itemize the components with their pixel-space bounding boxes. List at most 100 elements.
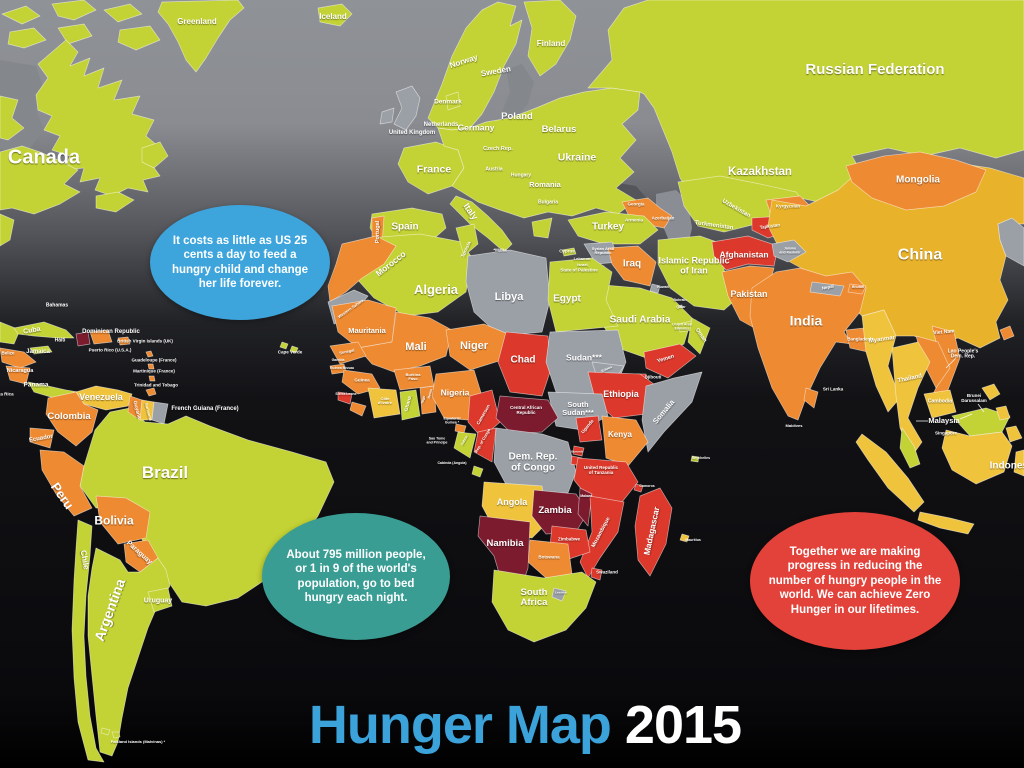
country-label: Tajikistan	[759, 222, 781, 231]
shape-afghanistan	[711, 235, 779, 271]
shape-south-africa	[491, 569, 597, 643]
shape-guatemala-honduras	[0, 347, 37, 369]
shape-jammu-kashmir	[771, 239, 807, 263]
shape-sulawesi	[1013, 449, 1024, 477]
country-label: Uruguay	[143, 597, 173, 605]
shape-ghana	[399, 389, 421, 421]
country-label: Morocco	[373, 248, 408, 279]
country-label: Finland	[536, 38, 566, 48]
country-label: Ecuador	[28, 433, 54, 444]
country-label: Ukraine	[557, 151, 597, 164]
country-label: Niger	[459, 340, 489, 353]
country-label: United Republic of Tanzania	[583, 465, 619, 475]
shape-uganda	[575, 415, 603, 443]
shape-french-guiana	[151, 401, 169, 425]
shape-swaziland	[590, 567, 603, 581]
shape-argentina	[87, 547, 171, 757]
country-label: Poland	[501, 110, 533, 122]
shape-central-african-republic	[495, 395, 559, 435]
shape-central-europe	[437, 87, 641, 219]
country-label: Sri Lanka	[822, 386, 844, 392]
shape-nepal	[809, 281, 845, 297]
country-label: Brazil	[141, 462, 189, 482]
country-label: Denmark	[434, 98, 462, 106]
country-label: Cuba	[22, 325, 42, 336]
shape-congo	[473, 427, 497, 463]
shape-canada-maritimes	[95, 141, 169, 213]
shape-greece	[531, 217, 553, 239]
country-label: Bahamas	[45, 302, 69, 309]
country-label: Brunei Darussalam	[961, 393, 987, 403]
region-central-america-caribbean	[0, 321, 157, 401]
shape-colombia	[45, 391, 99, 447]
country-label: Kyrgyzstan	[775, 203, 801, 209]
country-label: Austria	[485, 166, 503, 173]
country-label: Somalia	[650, 397, 677, 426]
country-label: Pakistan	[730, 289, 768, 300]
shape-canada-west	[0, 95, 25, 247]
shape-lesotho	[551, 587, 567, 602]
country-label: Burundi	[571, 449, 583, 454]
country-label: Guadeloupe (France)	[131, 357, 177, 363]
country-label: Uzbekistan	[720, 198, 752, 220]
country-label: Colombia	[47, 410, 91, 422]
country-label: Jammu and Kashmir	[779, 246, 801, 254]
shape-yemen	[643, 343, 697, 379]
country-label: Italy	[461, 201, 480, 222]
shape-united-kingdom	[379, 85, 421, 131]
country-label: Mozambique	[590, 516, 612, 549]
shape-sumatra	[855, 433, 925, 513]
country-label: Spain	[391, 221, 419, 233]
country-label: Djibouti	[644, 374, 662, 380]
country-label: Falkland Islands (Malvinas) *	[110, 738, 166, 744]
country-label: Egypt	[553, 293, 581, 305]
country-label: Cyprus	[559, 248, 575, 254]
country-label: Angola	[496, 497, 528, 508]
country-label: Cameroon	[475, 403, 491, 426]
country-label: Malaysia	[928, 416, 960, 426]
country-label: Haiti	[54, 337, 66, 344]
country-label: Burkina Faso	[405, 371, 421, 381]
shape-mexico-tip	[0, 321, 21, 345]
region-europe	[369, 0, 641, 263]
country-label: Guinea	[354, 377, 370, 383]
country-label: Zimbabwe	[557, 536, 581, 542]
shape-denmark	[445, 91, 461, 111]
shape-senegal	[329, 341, 367, 365]
country-label: Eritrea	[600, 365, 613, 374]
country-label: Singapore	[934, 430, 958, 436]
country-label: Cape Verde	[277, 349, 303, 355]
country-label: Georgia	[627, 201, 645, 207]
country-label: Turkmenistan	[694, 220, 734, 232]
country-label: Rep. of Congo	[473, 427, 492, 454]
map-title-year: 2015	[624, 695, 742, 755]
country-label: Nicaragua	[6, 368, 34, 375]
country-label: Qatar	[676, 305, 686, 310]
country-label: Gabon	[459, 434, 469, 447]
country-label: Central African Republic	[509, 405, 543, 415]
country-label: Western Sahara	[336, 297, 365, 320]
shape-madagascar	[634, 487, 673, 577]
country-label: Nepal	[821, 283, 835, 291]
country-label: Equatorial Guinea *	[443, 416, 461, 424]
country-label: Peru	[47, 479, 77, 512]
shape-thailand	[891, 341, 931, 457]
shape-tunisia	[455, 223, 479, 257]
callout-hunger-stat-text: About 795 million people, or 1 in 9 of t…	[286, 548, 426, 604]
country-label: Puerto Rico (U.S.A.)	[88, 347, 132, 353]
callout-progress-text: Together we are making progress in reduc…	[768, 546, 942, 616]
country-label: Oman	[693, 327, 708, 344]
shape-falkland-islands	[100, 727, 121, 739]
shape-mauritius	[679, 533, 690, 543]
shape-java	[917, 511, 975, 535]
country-label: Netherlands	[423, 121, 459, 128]
country-label: French Guiana (France)	[171, 405, 239, 412]
country-label: Czech Rep.	[483, 146, 513, 153]
country-label: Madagascar	[641, 505, 662, 556]
country-label: Kenya	[607, 429, 633, 439]
shape-ecuador	[29, 427, 55, 449]
shape-liberia	[349, 401, 367, 417]
country-label: Mauritius	[685, 538, 701, 543]
country-label: Thailand	[897, 373, 923, 385]
